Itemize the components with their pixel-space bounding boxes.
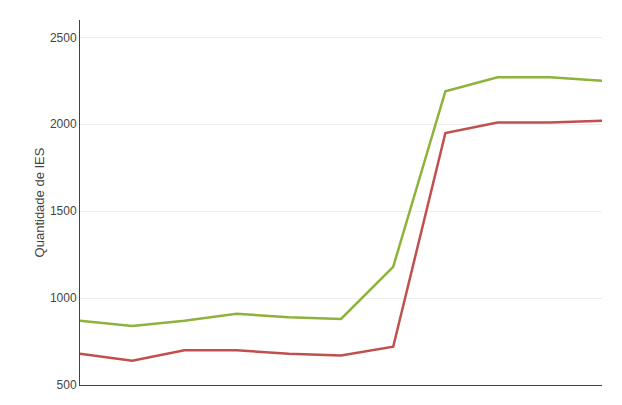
svg-text:1500: 1500 [50, 204, 77, 218]
svg-text:2500: 2500 [50, 31, 77, 45]
svg-text:1000: 1000 [50, 291, 77, 305]
svg-text:500: 500 [57, 378, 77, 392]
svg-text:Quantidade de IES: Quantidade de IES [32, 147, 47, 257]
svg-text:2000: 2000 [50, 117, 77, 131]
